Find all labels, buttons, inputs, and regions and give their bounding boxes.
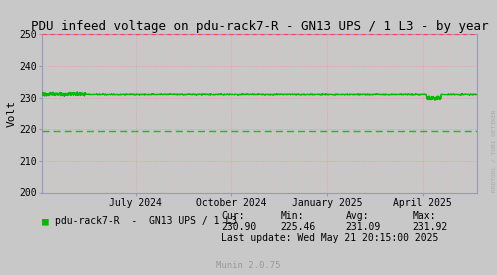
Text: RRDTOOL / TOBI OETIKER: RRDTOOL / TOBI OETIKER [491,110,496,192]
Text: Munin 2.0.75: Munin 2.0.75 [216,260,281,270]
Text: 225.46: 225.46 [281,222,316,232]
Text: ■: ■ [42,216,49,226]
Text: 230.90: 230.90 [221,222,256,232]
Text: 231.92: 231.92 [413,222,448,232]
Text: Min:: Min: [281,211,304,221]
Text: 231.09: 231.09 [345,222,381,232]
Y-axis label: Volt: Volt [6,100,16,127]
Text: Cur:: Cur: [221,211,245,221]
Text: Last update: Wed May 21 20:15:00 2025: Last update: Wed May 21 20:15:00 2025 [221,233,438,243]
Title: PDU infeed voltage on pdu-rack7-R - GN13 UPS / 1 L3 - by year: PDU infeed voltage on pdu-rack7-R - GN13… [31,20,489,33]
Text: Avg:: Avg: [345,211,369,221]
Text: Max:: Max: [413,211,436,221]
Text: pdu-rack7-R  -  GN13 UPS / 1 L3: pdu-rack7-R - GN13 UPS / 1 L3 [55,216,237,226]
